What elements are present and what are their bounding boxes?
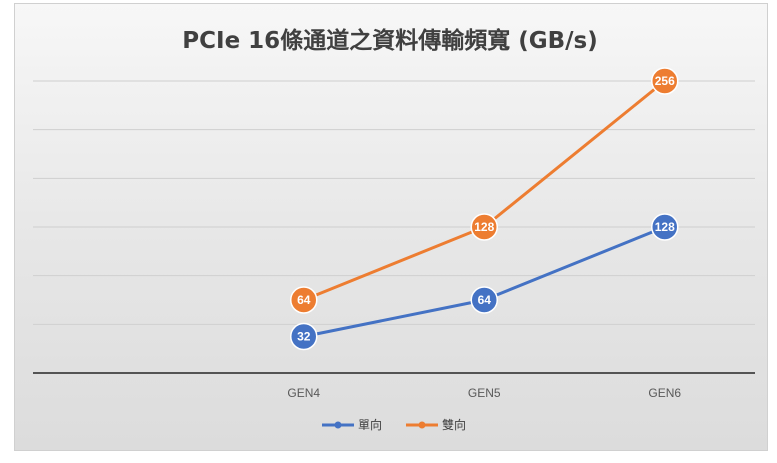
legend-item: 單向 xyxy=(322,417,382,432)
data-point: 256 xyxy=(651,67,679,95)
data-points: 32 64 128 64 128 256 xyxy=(290,67,679,351)
legend-label: 單向 xyxy=(358,417,382,432)
data-marker xyxy=(290,322,318,351)
legend: 單向 雙向 xyxy=(322,417,466,432)
data-marker xyxy=(651,67,679,95)
gridlines xyxy=(33,80,755,374)
x-axis-tick-labels: GEN4 GEN5 GEN6 xyxy=(287,386,681,400)
data-point: 64 xyxy=(290,286,318,314)
x-tick-label: GEN4 xyxy=(287,386,320,400)
data-point: 128 xyxy=(470,213,498,241)
data-label: 256 xyxy=(655,74,675,88)
data-label: 64 xyxy=(297,293,311,307)
legend-label: 雙向 xyxy=(442,417,466,432)
data-label: 32 xyxy=(297,330,311,344)
chart-title: PCIe 16條通道之資料傳輸頻寬 (GB/s) xyxy=(182,27,597,54)
data-marker xyxy=(470,286,498,314)
x-tick-label: GEN6 xyxy=(648,386,681,400)
data-label: 128 xyxy=(474,220,494,234)
legend-swatch-marker xyxy=(418,421,426,429)
data-marker xyxy=(290,286,318,314)
data-point: 128 xyxy=(651,213,679,241)
legend-item: 雙向 xyxy=(406,417,466,432)
series-line xyxy=(303,79,666,302)
data-marker xyxy=(651,213,679,241)
data-label: 128 xyxy=(655,220,675,234)
x-tick-label: GEN5 xyxy=(468,386,501,400)
data-point: 64 xyxy=(470,286,498,314)
series-line xyxy=(303,225,666,338)
data-label: 64 xyxy=(478,293,492,307)
data-marker xyxy=(470,213,498,241)
data-point: 32 xyxy=(290,322,318,351)
legend-swatch-marker xyxy=(334,421,342,429)
